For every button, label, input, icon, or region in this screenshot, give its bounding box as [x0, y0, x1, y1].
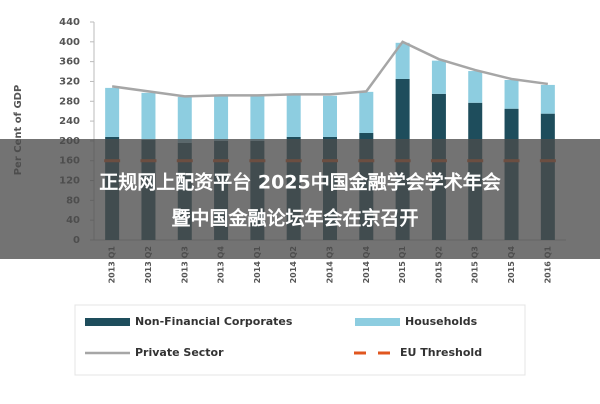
- x-tick-label: 2014 Q4: [362, 246, 371, 284]
- x-tick-label: 2013 Q4: [217, 246, 226, 284]
- x-tick-label: 2015 Q3: [471, 246, 480, 283]
- legend-label: Private Sector: [135, 346, 224, 359]
- legend-label: Households: [405, 315, 478, 328]
- x-tick-label: 2015 Q2: [434, 246, 443, 283]
- x-tick-label: 2013 Q1: [108, 246, 117, 284]
- x-tick-label: 2015 Q4: [507, 246, 516, 284]
- legend-label: EU Threshold: [400, 346, 482, 359]
- line: [111, 40, 549, 98]
- x-tick-label: 2014 Q2: [289, 246, 298, 283]
- y-tick-label: 240: [59, 116, 80, 127]
- bar: [323, 95, 337, 137]
- bar: [504, 79, 519, 109]
- legend-box: [74, 304, 526, 376]
- y-tick-label: 360: [59, 57, 80, 68]
- x-tick-label: 2014 Q3: [326, 246, 335, 283]
- y-tick-label: 280: [59, 96, 80, 107]
- legend-swatch: [355, 318, 400, 326]
- y-tick-label: 320: [59, 76, 80, 87]
- y-axis-label: Per Cent of GDP: [13, 85, 24, 176]
- legend-label: Non-Financial Corporates: [135, 315, 293, 328]
- x-tick-label: 2016 Q1: [543, 246, 552, 284]
- banner-text: 暨中国金融论坛年会在京召开: [171, 207, 418, 230]
- banner: [0, 139, 600, 259]
- bar: [468, 71, 483, 103]
- x-tick-label: 2013 Q2: [144, 246, 153, 283]
- bar: [286, 94, 301, 137]
- bar: [214, 95, 229, 141]
- bar: [105, 87, 120, 137]
- bar: [177, 96, 192, 143]
- y-tick-label: 400: [59, 37, 80, 48]
- bar: [141, 92, 156, 140]
- x-tick-label: 2013 Q3: [180, 246, 189, 283]
- banner-text: 正规网上配资平台 2025中国金融学会学术年会: [99, 171, 501, 194]
- bar: [250, 95, 265, 141]
- bar: [431, 60, 446, 94]
- bar: [395, 42, 410, 79]
- bar: [359, 91, 374, 133]
- x-tick-label: 2014 Q1: [253, 246, 262, 284]
- bar: [540, 84, 555, 114]
- legend-swatch: [85, 318, 130, 326]
- y-tick-label: 440: [59, 17, 80, 28]
- x-tick-label: 2015 Q1: [398, 246, 407, 284]
